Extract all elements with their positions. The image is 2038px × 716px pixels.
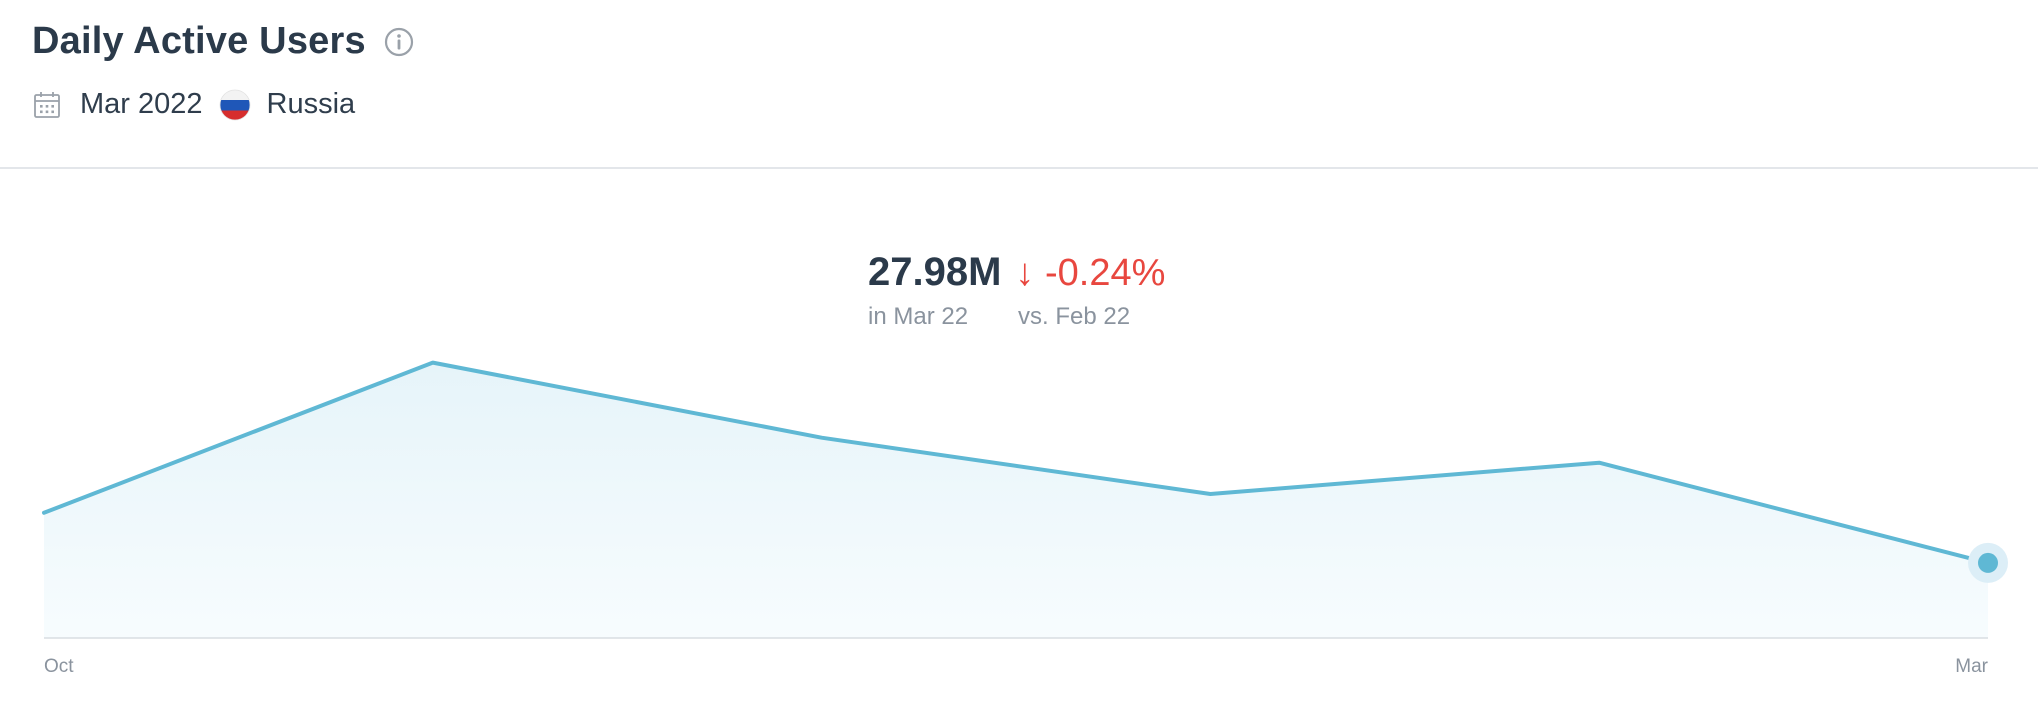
data-point-mar[interactable] xyxy=(1978,552,1998,573)
filter-row: Mar 2022 Russia xyxy=(32,88,355,121)
russia-flag-icon xyxy=(219,89,251,121)
calendar-icon xyxy=(32,90,62,120)
series-line xyxy=(42,360,1990,565)
x-ticks: Oct Mar xyxy=(44,656,1989,677)
data-point-oct[interactable] xyxy=(34,503,54,523)
period-label[interactable]: Mar 2022 xyxy=(80,88,203,120)
data-point-nov[interactable] xyxy=(423,353,443,373)
widget-header: Daily Active Users xyxy=(0,0,2038,169)
points-layer xyxy=(34,353,2008,583)
kpi-period-label: in Mar 22 xyxy=(868,303,969,330)
x-tick-mar: Mar xyxy=(1955,656,1988,677)
title-row: Daily Active Users xyxy=(32,20,414,63)
kpi-comparison-label: vs. Feb 22 xyxy=(1018,303,1131,330)
data-point-feb[interactable] xyxy=(1589,453,1609,473)
kpi-value: 27.98M xyxy=(868,250,1002,294)
area-fill xyxy=(44,362,1988,638)
kpi-change: ↓ -0.24% xyxy=(1015,252,1166,294)
x-tick-oct: Oct xyxy=(44,656,74,677)
info-icon[interactable] xyxy=(384,27,414,57)
kpi-summary: 27.98M ↓ -0.24% in Mar 22 vs. Feb 22 xyxy=(868,250,1165,331)
country-label[interactable]: Russia xyxy=(266,88,356,120)
data-point-jan[interactable] xyxy=(1200,484,1220,504)
widget-title: Daily Active Users xyxy=(32,20,366,62)
data-point-dec[interactable] xyxy=(812,428,832,448)
